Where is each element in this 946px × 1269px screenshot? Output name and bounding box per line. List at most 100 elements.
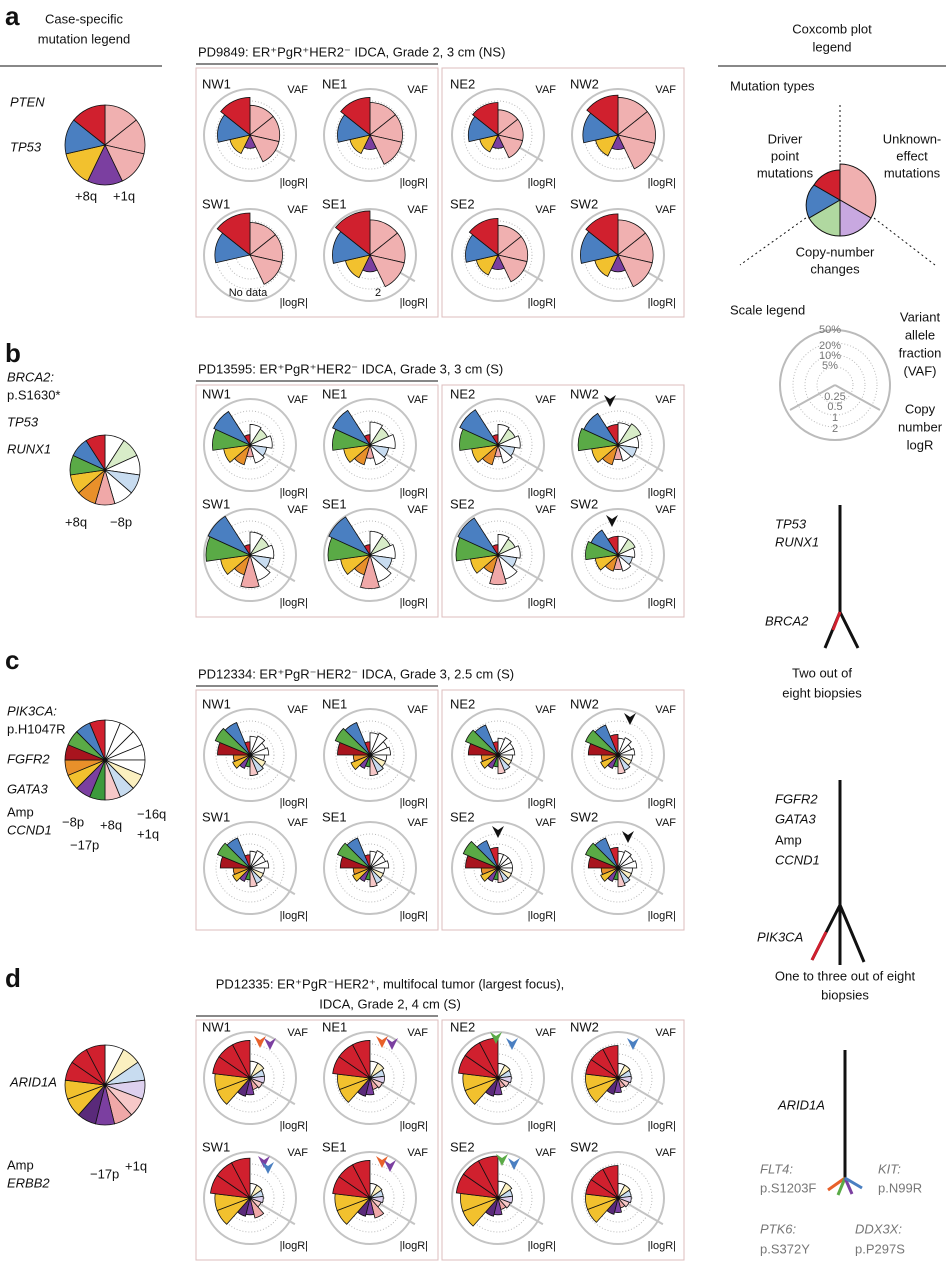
wedge [328,516,372,556]
vaf-label: VAF [407,1147,428,1159]
outer-ring [571,1151,665,1245]
guide-ring [215,520,285,590]
guide-ring [225,420,275,470]
logr-label: |logR| [528,177,556,189]
coxcomb: SW1 VAF |logR| [202,1139,308,1251]
biopsy-name: SW2 [570,1139,598,1154]
coxcomb: NE2 VAF |logR| [450,76,556,188]
wedge [617,1075,632,1084]
biopsy-name: NW1 [202,386,231,401]
wedge [249,134,280,163]
wedge [244,741,251,756]
coxcomb: NE2 VAF |logR| [450,696,556,808]
arrowhead [508,1158,520,1170]
wedge [369,1077,383,1089]
wedge [249,860,270,869]
outer-ring [451,1151,545,1245]
scale-tick: 1 [832,412,838,424]
wedge [594,837,619,869]
label: Variant [900,309,941,324]
scale-circle [779,329,891,441]
legend-label: −17p [90,1166,119,1181]
logr-label: |logR| [280,1240,308,1252]
wedge [249,867,258,888]
vaf-label: VAF [535,704,556,716]
wedge [232,1040,251,1079]
biopsy-name: NE2 [450,696,475,711]
logr-label: |logR| [400,1120,428,1132]
logr-label: |logR| [528,797,556,809]
biopsy-name: NE2 [450,76,475,91]
biopsy-name: NW2 [570,76,599,91]
wedge [616,435,639,449]
biopsy-name: NE1 [322,386,347,401]
tree-label: PIK3CA [757,929,803,944]
biopsy-name: SW2 [570,196,598,211]
biopsy-name: SE2 [450,809,475,824]
coxcomb: SW2 VAF |logR| [570,496,676,608]
panel-title: PD13595: ER⁺PgR⁺HER2⁻ IDCA, Grade 3, 3 c… [198,361,503,376]
wedge [360,553,380,589]
vaf-label: VAF [655,817,676,829]
coxcomb: NE1 VAF |logR| [322,696,428,808]
scale-tick: 50% [819,324,841,336]
guide-ring [463,720,533,790]
wedge [364,854,371,869]
wedge [369,1184,383,1199]
label: mutations [757,165,814,180]
wedge [497,1075,512,1084]
legend-header: Case-specific [45,11,124,26]
wedge [617,754,626,775]
label: changes [810,261,860,276]
guide-ring [583,1043,653,1113]
tree-label: TP53 [775,516,807,531]
wedge [369,134,403,165]
guide-ring [225,1173,275,1223]
logr-label: |logR| [400,910,428,922]
wedge [586,94,619,136]
frame [195,1019,439,1261]
tree-label: RUNX1 [775,534,819,549]
coxcomb: NW2 VAF |logR| [570,1019,676,1131]
wedge [616,423,642,446]
arrowhead [624,713,636,725]
legend-wedge [73,104,106,146]
wedge [609,847,619,869]
legend-header: mutation legend [38,31,131,46]
scale-tick: 0.25 [824,391,845,403]
tree [810,505,866,1196]
wedge [369,867,378,888]
note: 2 [375,287,381,299]
guide-ring [335,410,405,480]
wedge [249,1077,263,1089]
biopsy-name: SW1 [202,809,230,824]
legend-coxcomb [739,105,936,266]
guide-ring [593,1173,643,1223]
biopsy-name: NW1 [202,696,231,711]
coxcomb: SE1 VAF |logR| [322,1139,428,1251]
outer-ring [451,708,545,802]
coxcomb: SW2 VAF |logR| [570,196,676,308]
guide-ring [335,833,405,903]
wedge [248,435,273,449]
vaf-label: VAF [407,704,428,716]
coxcomb: NW1 VAF |logR| [202,1019,308,1131]
coxcomb: SW2 VAF |logR| [570,809,676,921]
outer-ring [451,821,545,915]
wedge [369,443,387,466]
wedge [352,1040,371,1079]
wedge [369,530,384,557]
arrowhead [258,1156,270,1168]
coxcomb: SE2 VAF |logR| [450,1139,556,1251]
wedge [474,724,499,756]
logr-label: |logR| [648,910,676,922]
vaf-label: VAF [655,504,676,516]
wedge [249,1075,265,1084]
outer-ring [203,1151,297,1245]
wedge [369,850,384,869]
wedge [346,837,371,869]
tree-label: p.P297S [855,1241,905,1256]
wedge [216,212,251,256]
guide-ring [225,730,275,780]
